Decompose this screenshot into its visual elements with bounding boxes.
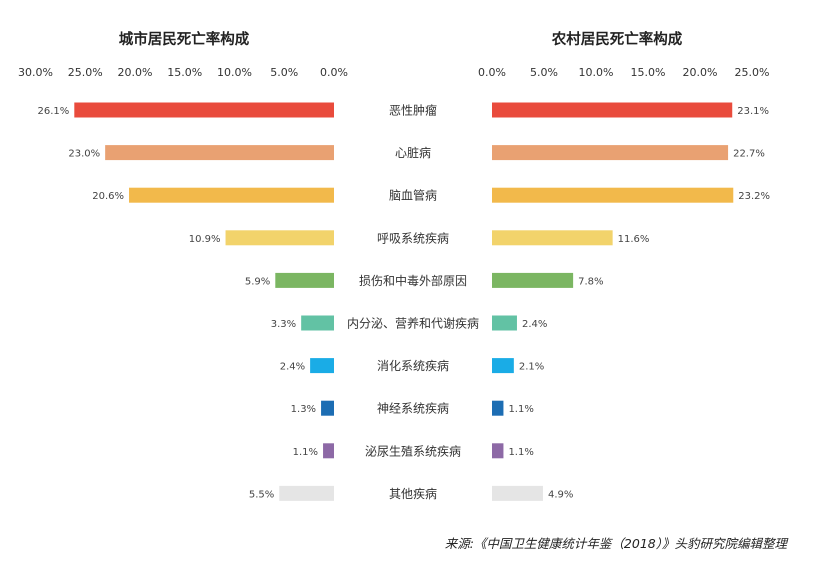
rural-value-label: 2.1% (519, 362, 544, 373)
urban-tick-label: 10.0% (217, 66, 252, 79)
urban-value-label: 5.5% (249, 489, 274, 500)
urban-tick-label: 0.0% (320, 66, 348, 79)
rural-value-label: 7.8% (578, 276, 603, 287)
rural-tick-label: 0.0% (478, 66, 506, 79)
category-label: 呼吸系统疾病 (377, 230, 449, 245)
urban-value-label: 5.9% (245, 276, 270, 287)
rural-bar (492, 102, 733, 118)
urban-tick-label: 25.0% (68, 66, 103, 79)
rural-bar (492, 358, 514, 374)
urban-value-label: 3.3% (271, 319, 296, 330)
category-label: 心脏病 (395, 145, 431, 160)
urban-bar (323, 443, 334, 459)
category-label: 脑血管病 (389, 188, 437, 203)
urban-x-axis: 30.0% 25.0% 20.0% 15.0% 10.0% 5.0% 0.0% (18, 66, 348, 79)
rural-value-label: 23.2% (738, 191, 770, 202)
rural-tick-label: 10.0% (579, 66, 614, 79)
urban-value-label: 20.6% (92, 191, 124, 202)
category-label: 神经系统疾病 (377, 401, 449, 416)
rural-value-label: 1.1% (508, 447, 533, 458)
rural-tick-label: 15.0% (631, 66, 666, 79)
urban-bar (105, 145, 335, 161)
rural-x-axis: 0.0% 5.0% 10.0% 15.0% 20.0% 25.0% (478, 66, 769, 79)
urban-value-label: 2.4% (280, 362, 305, 373)
urban-tick-label: 5.0% (270, 66, 298, 79)
category-label: 其他疾病 (389, 486, 437, 501)
urban-value-label: 1.3% (291, 404, 316, 415)
category-label: 泌尿生殖系统疾病 (365, 443, 461, 458)
category-label: 消化系统疾病 (377, 358, 449, 373)
urban-tick-label: 20.0% (118, 66, 153, 79)
urban-bar (279, 485, 334, 501)
urban-value-label: 1.1% (293, 447, 318, 458)
rural-bar (492, 485, 543, 501)
rural-value-label: 1.1% (508, 404, 533, 415)
source-note: 来源:《中国卫生健康统计年鉴（2018）》头豹研究院编辑整理 (444, 536, 787, 551)
rural-value-label: 4.9% (548, 489, 573, 500)
urban-bar (321, 400, 334, 416)
rural-chart-title: 农村居民死亡率构成 (551, 30, 683, 48)
rural-bar (492, 145, 729, 161)
urban-value-label: 23.0% (68, 149, 100, 160)
urban-tick-label: 15.0% (167, 66, 202, 79)
bar-rows: 26.1% 23.1% 恶性肿瘤 23.0% 22.7% 心脏病 20.6% 23.2% 脑血管… (38, 102, 770, 501)
urban-value-label: 26.1% (38, 106, 70, 117)
rural-tick-label: 25.0% (735, 66, 770, 79)
category-label: 损伤和中毒外部原因 (359, 273, 467, 288)
rural-bar (492, 187, 734, 203)
urban-bar (129, 187, 334, 203)
category-label: 恶性肿瘤 (389, 103, 437, 118)
rural-value-label: 11.6% (618, 234, 650, 245)
rural-bar (492, 315, 517, 331)
rural-tick-label: 5.0% (530, 66, 558, 79)
rural-bar (492, 272, 574, 288)
urban-bar (275, 272, 334, 288)
rural-bar (492, 230, 613, 246)
urban-bar (74, 102, 335, 118)
category-label: 内分泌、营养和代谢疾病 (347, 316, 479, 331)
rural-value-label: 23.1% (737, 106, 769, 117)
urban-tick-label: 30.0% (18, 66, 53, 79)
rural-bar (492, 400, 504, 416)
urban-value-label: 10.9% (189, 234, 221, 245)
urban-chart-title: 城市居民死亡率构成 (119, 30, 250, 48)
urban-bar (301, 315, 334, 331)
urban-bar (225, 230, 334, 246)
urban-bar (310, 358, 334, 374)
rural-value-label: 22.7% (733, 149, 765, 160)
rural-value-label: 2.4% (522, 319, 547, 330)
rural-bar (492, 443, 504, 459)
rural-tick-label: 20.0% (683, 66, 718, 79)
